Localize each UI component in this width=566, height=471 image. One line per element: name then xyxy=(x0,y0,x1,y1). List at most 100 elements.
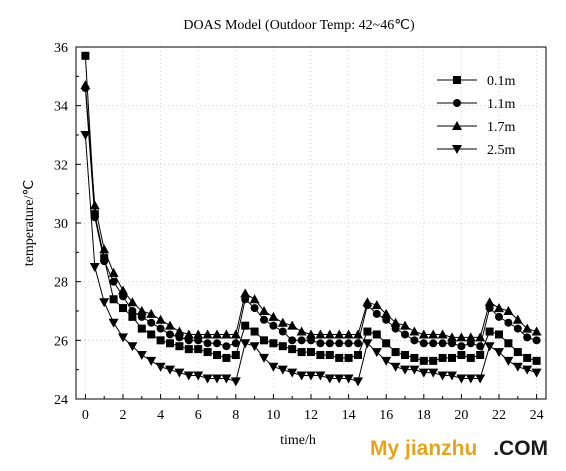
data-point xyxy=(334,329,345,339)
data-point xyxy=(371,300,382,310)
data-point xyxy=(531,368,542,378)
data-point xyxy=(447,371,457,381)
data-point xyxy=(409,365,420,375)
data-point xyxy=(532,336,541,345)
data-point xyxy=(512,362,523,372)
data-point xyxy=(288,345,297,354)
watermark-part2: .COM xyxy=(493,437,548,460)
data-point xyxy=(315,329,326,339)
data-point xyxy=(532,356,541,365)
data-point xyxy=(81,51,90,60)
data-point xyxy=(504,339,513,348)
data-point xyxy=(240,339,251,349)
series-1.1m xyxy=(81,84,541,351)
data-point xyxy=(165,320,175,330)
data-point xyxy=(306,329,316,339)
data-point xyxy=(494,303,504,313)
data-point xyxy=(80,131,91,140)
data-point xyxy=(231,339,240,348)
data-point xyxy=(278,342,287,351)
svg-text:My jianzhu .COM: My jianzhu .COM xyxy=(370,437,548,460)
data-point xyxy=(523,333,532,342)
data-point xyxy=(418,329,429,339)
data-point xyxy=(390,362,401,372)
series-0.1m xyxy=(81,51,541,365)
data-point xyxy=(363,327,372,336)
data-point xyxy=(523,353,532,362)
data-point xyxy=(230,329,241,339)
data-point xyxy=(513,324,522,333)
data-point xyxy=(231,351,240,359)
data-point xyxy=(429,356,438,365)
watermark-part1: My jianzhu xyxy=(370,437,477,460)
data-point xyxy=(503,356,514,366)
legend-item: 1.1m xyxy=(437,97,516,112)
y-tick-label: 30 xyxy=(54,217,68,232)
data-point xyxy=(193,371,204,381)
data-point xyxy=(503,306,514,315)
data-point xyxy=(240,288,251,298)
x-tick-label: 14 xyxy=(342,408,356,423)
data-point xyxy=(438,339,447,348)
data-point xyxy=(184,345,193,354)
data-point xyxy=(136,306,147,315)
series-2.5m xyxy=(80,131,542,387)
data-point xyxy=(89,263,100,272)
data-point xyxy=(316,351,325,359)
data-point xyxy=(362,339,373,349)
data-point xyxy=(166,330,174,339)
legend-marker xyxy=(453,76,461,84)
data-point xyxy=(268,311,279,321)
data-point xyxy=(288,336,297,345)
data-point xyxy=(147,330,156,339)
data-point xyxy=(382,339,391,348)
data-point xyxy=(391,348,400,357)
data-point xyxy=(297,336,306,345)
x-tick-label: 6 xyxy=(195,408,202,423)
data-point xyxy=(522,323,533,333)
data-point xyxy=(476,342,485,351)
data-point xyxy=(335,339,344,348)
data-point xyxy=(372,309,381,318)
x-tick-label: 22 xyxy=(492,408,506,423)
legend-item: 1.7m xyxy=(437,120,516,135)
data-point xyxy=(183,371,194,381)
data-point xyxy=(260,315,268,324)
y-tick-label: 36 xyxy=(54,41,68,56)
x-tick-label: 18 xyxy=(417,408,431,423)
data-point xyxy=(456,374,467,384)
data-point xyxy=(513,348,522,357)
data-point xyxy=(109,277,118,286)
data-point xyxy=(212,329,222,339)
data-point xyxy=(277,317,288,327)
data-point xyxy=(353,377,363,387)
data-point xyxy=(89,200,100,210)
data-point xyxy=(324,329,335,339)
y-axis-label: temperature/℃ xyxy=(22,180,37,266)
data-point xyxy=(268,362,279,372)
data-point xyxy=(128,312,137,321)
data-point xyxy=(287,320,298,330)
data-point xyxy=(475,374,486,384)
data-point xyxy=(146,308,157,318)
data-point xyxy=(409,326,420,336)
x-tick-label: 12 xyxy=(304,408,318,423)
data-point xyxy=(127,297,138,307)
data-point xyxy=(174,326,185,336)
data-point xyxy=(307,348,315,357)
data-point xyxy=(429,339,438,348)
data-point xyxy=(128,307,137,315)
data-point xyxy=(466,353,475,362)
data-point xyxy=(343,329,354,339)
data-point xyxy=(203,348,212,357)
data-point xyxy=(437,329,448,339)
data-point xyxy=(212,374,222,384)
x-tick-label: 10 xyxy=(266,408,280,423)
data-point xyxy=(241,321,250,330)
data-point xyxy=(457,342,466,351)
data-point xyxy=(344,353,353,362)
data-point xyxy=(401,330,409,339)
data-point xyxy=(390,317,401,327)
legend-item: 2.5m xyxy=(437,143,516,158)
data-point xyxy=(400,320,410,330)
